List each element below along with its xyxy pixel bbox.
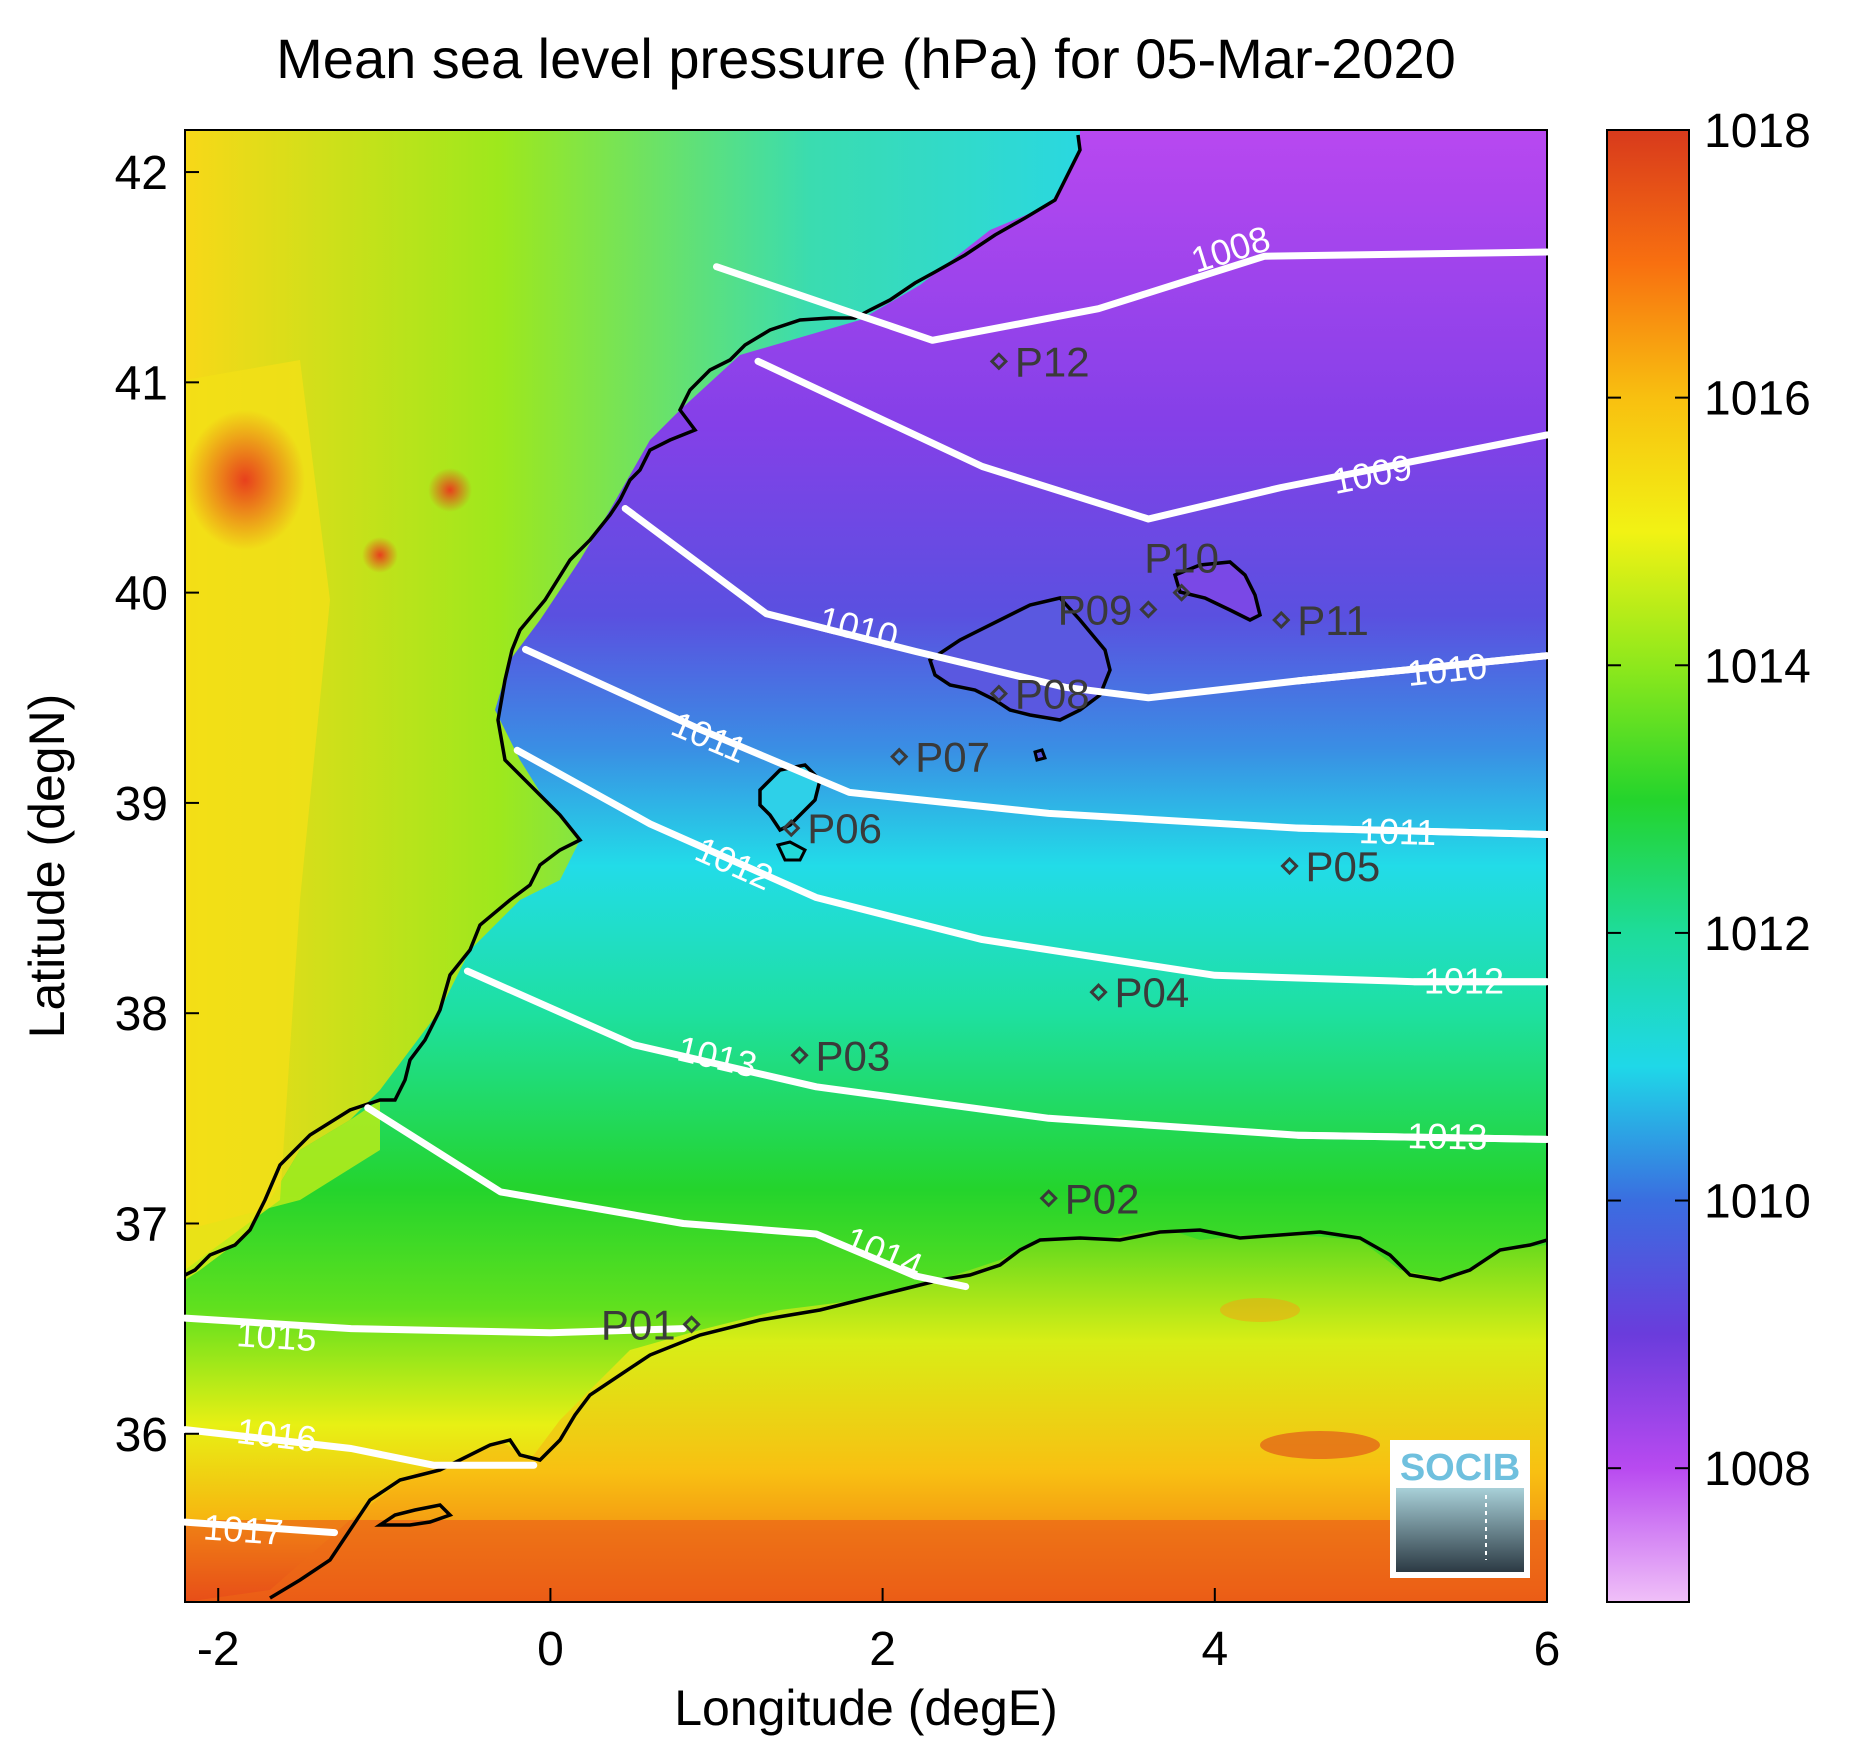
isobar-label: 1011 (1358, 810, 1436, 853)
x-tick-label: 0 (537, 1623, 564, 1676)
colorbar-tick-label: 1014 (1704, 640, 1811, 693)
y-tick-label: 38 (115, 988, 168, 1041)
isobar-label: 1010 (1405, 645, 1489, 694)
x-axis-label: Longitude (degE) (674, 1680, 1058, 1736)
station-marker (790, 1046, 809, 1065)
isobar-label: 1013 (1407, 1115, 1488, 1157)
station-label: P05 (1306, 843, 1381, 890)
station-marker (1172, 583, 1191, 602)
isobar-line (754, 357, 1551, 523)
x-axis-ticks: -2 0 2 4 6 (197, 1588, 1560, 1676)
x-tick-label: 6 (1534, 1623, 1561, 1676)
y-tick-label: 36 (115, 1409, 168, 1462)
station-marker (1280, 856, 1299, 876)
isobar-label: 1016 (235, 1410, 319, 1460)
highland-hotspot (362, 537, 398, 573)
iberia-land-field (185, 130, 1080, 1280)
isobar-line (181, 1426, 538, 1469)
isobar-line (181, 1518, 338, 1537)
station-marker (782, 819, 801, 838)
africa-south-warm (185, 1520, 1547, 1602)
station-label: P07 (915, 734, 990, 781)
colorbar-tick-label: 1016 (1704, 373, 1811, 426)
station-marker (1139, 600, 1158, 619)
isobar-line (713, 248, 1551, 344)
y-tick-label: 37 (115, 1198, 168, 1251)
station-label: P08 (1015, 671, 1090, 718)
colorbar-tick-label: 1012 (1704, 908, 1811, 961)
logo-image (1396, 1488, 1524, 1572)
isobar-line (364, 1104, 970, 1291)
station-label: P09 (1058, 586, 1133, 633)
station-marker (989, 684, 1009, 703)
isobar-line (1294, 824, 1551, 838)
y-tick-label: 39 (115, 778, 168, 831)
menorca-island (1172, 560, 1263, 622)
colorbar-fill (1607, 130, 1689, 1602)
logo-text: SOCIB (1400, 1447, 1520, 1489)
station-label: P12 (1015, 338, 1090, 385)
station-marker (682, 1315, 701, 1334)
station-marker (890, 747, 909, 766)
isobar-label: 1012 (1424, 960, 1504, 1001)
station-marker (1089, 983, 1108, 1002)
isobar-line (1294, 1131, 1551, 1143)
station-label: P11 (1297, 597, 1369, 644)
y-axis-label: Latitude (degN) (19, 694, 75, 1039)
station-marker (1039, 1189, 1058, 1208)
station-label: P02 (1065, 1175, 1140, 1222)
station-label: P03 (816, 1032, 891, 1079)
isobar-line (181, 1314, 687, 1337)
colorbar-gradient (1607, 130, 1689, 1602)
colorbar-tick-label: 1018 (1704, 105, 1811, 158)
colorbar: 1008 1010 1012 1014 1016 1018 (1606, 105, 1811, 1603)
africa-hotspot (1260, 1431, 1380, 1459)
iberia-south-field (185, 1100, 380, 1280)
station-label: P10 (1144, 535, 1219, 582)
africa-land-field (185, 1230, 1547, 1602)
africa-hotspot (1220, 1298, 1300, 1322)
x-tick-label: 2 (869, 1623, 896, 1676)
plot-area: 1008100910101010101110111012101210131013… (181, 129, 1551, 1603)
formentera-island (775, 840, 807, 862)
isobar-label: 1015 (235, 1313, 318, 1359)
plot-frame (184, 129, 1548, 1603)
highland-hotspot (428, 468, 472, 512)
colorbar-frame (1606, 129, 1690, 1603)
x-tick-label: 4 (1201, 1623, 1228, 1676)
y-tick-label: 40 (115, 568, 168, 621)
pressure-contours: 1008100910101010101110111012101210131013… (181, 217, 1551, 1553)
isobar-label: 1017 (202, 1506, 285, 1552)
iberia-coastline (185, 134, 1082, 1277)
alboran-island-coastline (374, 1503, 454, 1527)
highland-hotspot (185, 410, 305, 550)
station-label: P06 (807, 805, 882, 852)
isobar-line (1294, 652, 1551, 685)
socib-logo: SOCIB (1390, 1440, 1530, 1578)
cabrera-island (1033, 748, 1047, 762)
y-axis-ticks: 36 37 38 39 40 41 42 (115, 147, 199, 1462)
colorbar-tick-label: 1010 (1704, 1176, 1811, 1229)
y-tick-label: 42 (115, 147, 168, 200)
station-marker (1272, 610, 1291, 630)
colorbar-tick-label: 1008 (1704, 1443, 1811, 1496)
y-tick-label: 41 (115, 357, 168, 410)
x-tick-label: -2 (197, 1623, 240, 1676)
iberia-west-warm (185, 360, 330, 1270)
station-marker (989, 352, 1009, 371)
colorbar-ticks: 1008 1010 1012 1014 1016 1018 (1607, 105, 1811, 1496)
chart-title: Mean sea level pressure (hPa) for 05-Mar… (276, 27, 1456, 90)
africa-coastline (269, 1228, 1547, 1600)
station-label: P04 (1115, 969, 1190, 1016)
station-label: P01 (601, 1301, 676, 1348)
